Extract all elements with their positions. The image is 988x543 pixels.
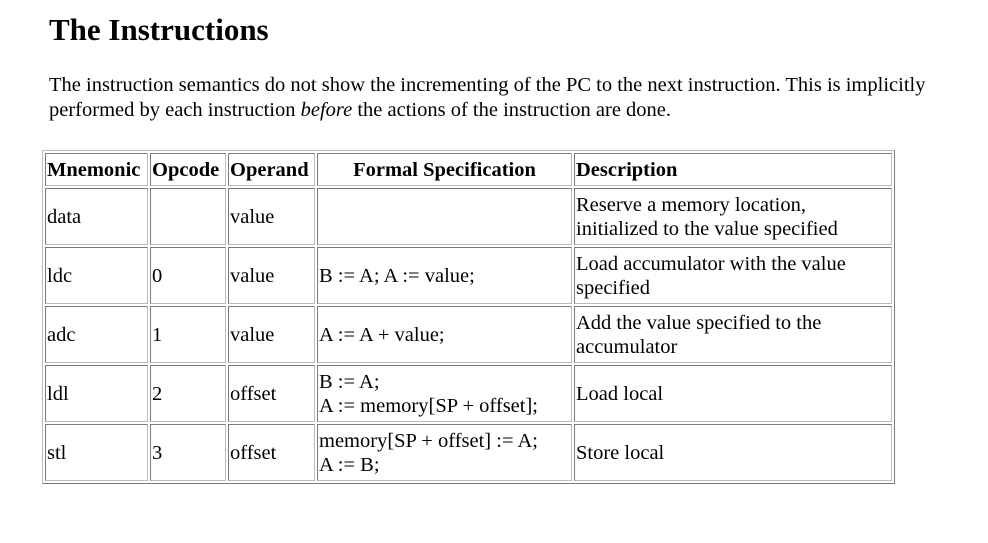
cell-formal-specification: memory[SP + offset] := A; A := B; <box>317 424 572 481</box>
spec-line: B := A; <box>319 370 380 393</box>
cell-mnemonic: ldc <box>45 247 148 304</box>
cell-operand: value <box>228 306 315 363</box>
table-row: ldc 0 value B := A; A := value; Load accumul… <box>45 247 892 304</box>
intro-text-end: the actions of the instruction are done. <box>352 99 672 121</box>
cell-mnemonic: stl <box>45 424 148 481</box>
description-line: accumulator <box>576 335 678 358</box>
description-line: Store local <box>576 441 665 464</box>
intro-emphasis: before <box>300 99 353 121</box>
cell-opcode <box>150 188 226 245</box>
cell-description: Load accumulator with the value specified <box>574 247 892 304</box>
table-body: data value Reserve a memory location, initi… <box>45 188 892 481</box>
description-line: specified <box>576 276 650 299</box>
cell-operand: value <box>228 188 315 245</box>
description-line: Load local <box>576 382 664 405</box>
cell-description: Reserve a memory location, initialized to… <box>574 188 892 245</box>
spec-line: A := memory[SP + offset]; <box>319 394 539 417</box>
description-line: Add the value specified to the <box>576 311 822 334</box>
header-operand: Operand <box>228 153 315 186</box>
cell-mnemonic: adc <box>45 306 148 363</box>
instruction-table: Mnemonic Opcode Operand Formal Specifica… <box>42 150 895 484</box>
spec-line: A := A + value; <box>319 323 445 346</box>
description-line: Reserve a memory location, <box>576 193 806 216</box>
table-row: ldl 2 offset B := A; A := memory[SP + offset… <box>45 365 892 422</box>
header-mnemonic: Mnemonic <box>45 153 148 186</box>
cell-formal-specification: B := A; A := memory[SP + offset]; <box>317 365 572 422</box>
header-opcode: Opcode <box>150 153 226 186</box>
table-row: adc 1 value A := A + value; Add the value sp… <box>45 306 892 363</box>
intro-text: The instruction semantics do not show th… <box>49 74 926 121</box>
cell-operand: offset <box>228 424 315 481</box>
cell-mnemonic: ldl <box>45 365 148 422</box>
cell-description: Add the value specified to the accumulato… <box>574 306 892 363</box>
cell-operand: offset <box>228 365 315 422</box>
description-line: initialized to the value specified <box>576 217 838 240</box>
cell-description: Store local <box>574 424 892 481</box>
cell-mnemonic: data <box>45 188 148 245</box>
cell-opcode: 2 <box>150 365 226 422</box>
cell-formal-specification: B := A; A := value; <box>317 247 572 304</box>
cell-opcode: 1 <box>150 306 226 363</box>
intro-paragraph: The instruction semantics do not show th… <box>49 73 929 123</box>
page-title: The Instructions <box>49 12 269 47</box>
cell-formal-specification: A := A + value; <box>317 306 572 363</box>
spec-line: B := A; A := value; <box>319 264 475 287</box>
cell-operand: value <box>228 247 315 304</box>
header-description: Description <box>574 153 892 186</box>
header-formal-specification: Formal Specification <box>317 153 572 186</box>
spec-line: A := B; <box>319 453 380 476</box>
table-row: data value Reserve a memory location, initi… <box>45 188 892 245</box>
description-line: Load accumulator with the value <box>576 252 846 275</box>
table-header-row: Mnemonic Opcode Operand Formal Specifica… <box>45 153 892 186</box>
table-row: stl 3 offset memory[SP + offset] := A; A := … <box>45 424 892 481</box>
cell-opcode: 0 <box>150 247 226 304</box>
cell-opcode: 3 <box>150 424 226 481</box>
cell-formal-specification <box>317 188 572 245</box>
cell-description: Load local <box>574 365 892 422</box>
spec-line: memory[SP + offset] := A; <box>319 429 539 452</box>
